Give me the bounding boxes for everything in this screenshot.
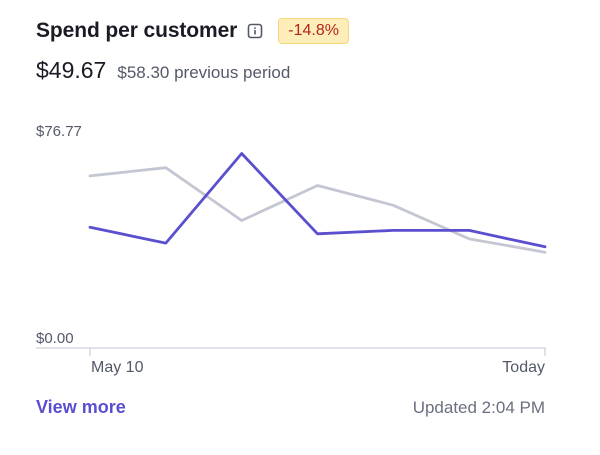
- amounts-row: $49.67 $58.30 previous period: [36, 57, 290, 84]
- current-period-series-line: [88, 152, 547, 249]
- previous-period-series-line: [88, 166, 547, 254]
- card-title: Spend per customer: [36, 19, 238, 42]
- current-value: $49.67: [36, 57, 107, 83]
- info-icon[interactable]: [247, 23, 263, 39]
- change-badge: -14.8%: [278, 18, 349, 44]
- card-header: Spend per customer -14.8%: [36, 16, 349, 46]
- y-tick-label-min: $0.00: [36, 330, 74, 347]
- view-more-link[interactable]: View more: [36, 397, 126, 417]
- previous-period-value: $58.30 previous period: [117, 63, 291, 82]
- updated-timestamp: Updated 2:04 PM: [412, 398, 545, 417]
- line-chart: [36, 152, 547, 356]
- y-tick-label-max: $76.77: [36, 123, 82, 140]
- x-tick-label-start: May 10: [91, 359, 144, 376]
- x-tick-label-end: Today: [502, 359, 545, 376]
